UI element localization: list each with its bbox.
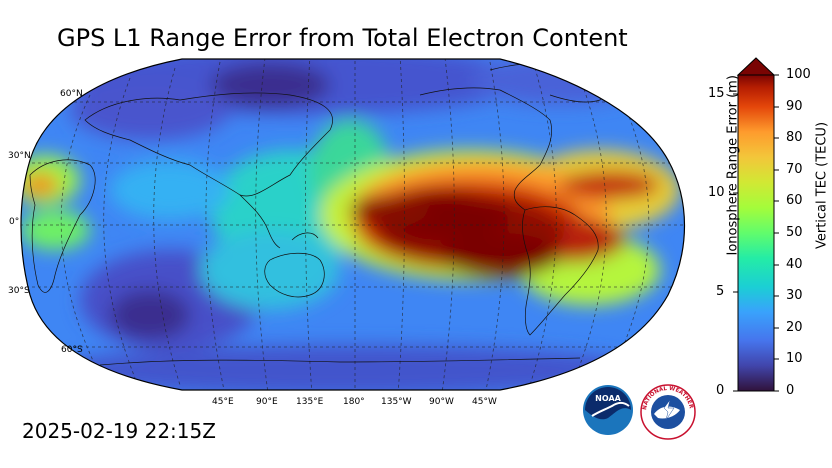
left-tick-15: 15 bbox=[708, 86, 725, 101]
lat-label-30s: 30°S bbox=[8, 286, 30, 296]
right-tick-70: 70 bbox=[786, 162, 803, 177]
left-tick-5: 5 bbox=[716, 284, 725, 299]
colorbar-extend-arrow bbox=[736, 57, 776, 76]
right-tick-80: 80 bbox=[786, 130, 803, 145]
right-tick-40: 40 bbox=[786, 257, 803, 272]
graticule bbox=[21, 59, 685, 390]
lon-label-45e: 45°E bbox=[212, 397, 234, 407]
tec-field bbox=[21, 59, 685, 390]
noaa-logo: NOAA bbox=[583, 385, 633, 435]
left-tick-0: 0 bbox=[716, 383, 725, 398]
right-tick-90: 90 bbox=[786, 99, 803, 114]
right-tick-100: 100 bbox=[786, 67, 811, 82]
timestamp: 2025-02-19 22:15Z bbox=[22, 419, 216, 443]
lon-label-90w: 90°W bbox=[429, 397, 454, 407]
right-tick-30: 30 bbox=[786, 288, 803, 303]
colorbar-gradient bbox=[737, 74, 775, 392]
nws-logo: NATIONAL WEATHER SERVICE bbox=[640, 384, 696, 440]
lat-label-30n: 30°N bbox=[8, 151, 31, 161]
lon-label-45w: 45°W bbox=[472, 397, 497, 407]
colorbar-ticks bbox=[733, 74, 779, 392]
lat-label-equator: 0° bbox=[9, 217, 20, 227]
lon-label-90e: 90°E bbox=[256, 397, 278, 407]
right-tick-50: 50 bbox=[786, 225, 803, 240]
map-title: GPS L1 Range Error from Total Electron C… bbox=[57, 24, 628, 52]
lon-label-135w: 135°W bbox=[381, 397, 412, 407]
lon-label-180: 180° bbox=[343, 397, 365, 407]
right-tick-60: 60 bbox=[786, 193, 803, 208]
lon-label-135e: 135°E bbox=[296, 397, 324, 407]
right-tick-20: 20 bbox=[786, 320, 803, 335]
right-tick-10: 10 bbox=[786, 351, 803, 366]
vertical-tec-axis-label: Vertical TEC (TECU) bbox=[814, 121, 830, 250]
svg-text:NOAA: NOAA bbox=[595, 394, 621, 403]
right-tick-0: 0 bbox=[786, 383, 795, 398]
left-tick-10: 10 bbox=[708, 185, 725, 200]
globe-outline bbox=[20, 58, 686, 391]
range-error-axis-label: Ionosphere Range Error (m) bbox=[725, 75, 741, 256]
lat-label-60n: 60°N bbox=[60, 89, 83, 99]
lat-label-60s: 60°S bbox=[61, 345, 83, 355]
